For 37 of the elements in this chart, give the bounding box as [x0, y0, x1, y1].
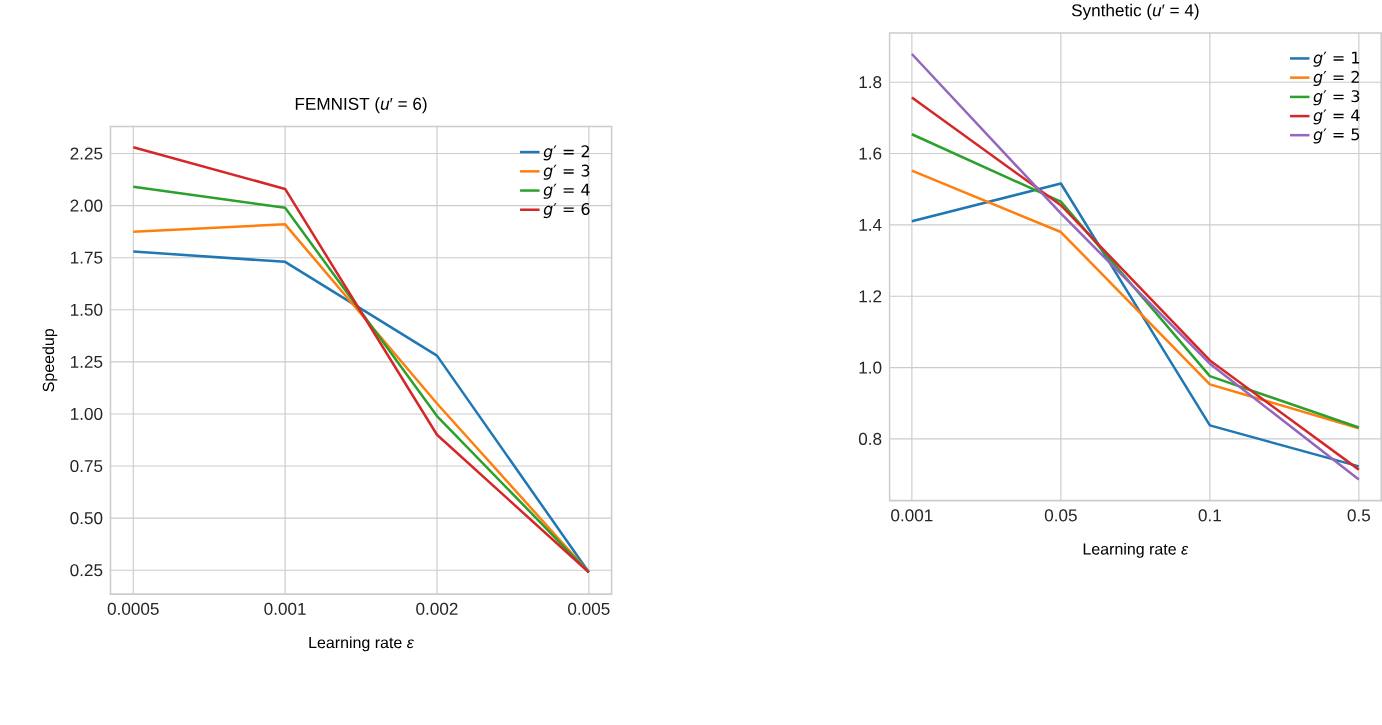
y-axis-title: Speedup: [42, 328, 58, 392]
x-tick-label: 0.001: [264, 602, 306, 615]
x-tick-label: 0.002: [416, 602, 458, 615]
x-tick-label: 0.05: [1044, 509, 1077, 522]
chart-title: FEMNIST (u′ = 6): [295, 97, 427, 114]
legend-label: g′ = 4: [543, 183, 590, 199]
y-tick-label: 1.4: [859, 218, 882, 231]
legend-label: g′ = 3: [1313, 89, 1360, 106]
y-tick-label: 1.25: [70, 355, 103, 368]
legend-label: g′ = 2: [1313, 70, 1359, 86]
y-tick-label: 1.50: [70, 303, 103, 316]
y-tick-label: 0.75: [70, 459, 103, 472]
y-tick-label: 1.00: [70, 407, 103, 420]
x-tick-label: 0.001: [891, 509, 933, 522]
y-tick-label: 0.25: [70, 563, 103, 577]
legend-label: g′ = 6: [543, 202, 590, 218]
y-tick-label: 1.75: [70, 251, 103, 264]
y-tick-label: 1.6: [859, 147, 882, 160]
legend-label: g′ = 4: [1313, 109, 1360, 125]
x-tick-label: 0.0005: [107, 602, 159, 615]
y-tick-label: 1.0: [859, 361, 882, 374]
y-tick-label: 0.50: [70, 511, 103, 524]
legend-label: g′ = 5: [1313, 128, 1360, 144]
chart-title: Synthetic (u′ = 4): [1071, 3, 1199, 20]
y-tick-label: 2.00: [70, 199, 103, 212]
legend-label: g′ = 2: [543, 145, 590, 161]
y-tick-label: 1.2: [859, 290, 882, 303]
y-tick-label: 2.25: [70, 147, 103, 160]
x-axis-title: Learning rate ε: [309, 636, 414, 652]
y-tick-label: 1.8: [859, 75, 882, 89]
x-tick-label: 0.005: [568, 602, 610, 615]
legend-label: g′ = 1: [1313, 51, 1360, 67]
x-tick-label: 0.5: [1347, 509, 1371, 522]
x-axis-title: Learning rate ε: [1083, 542, 1189, 558]
y-tick-label: 0.8: [858, 432, 882, 445]
legend-label: g′ = 3: [543, 164, 590, 180]
x-tick-label: 0.1: [1198, 509, 1221, 522]
